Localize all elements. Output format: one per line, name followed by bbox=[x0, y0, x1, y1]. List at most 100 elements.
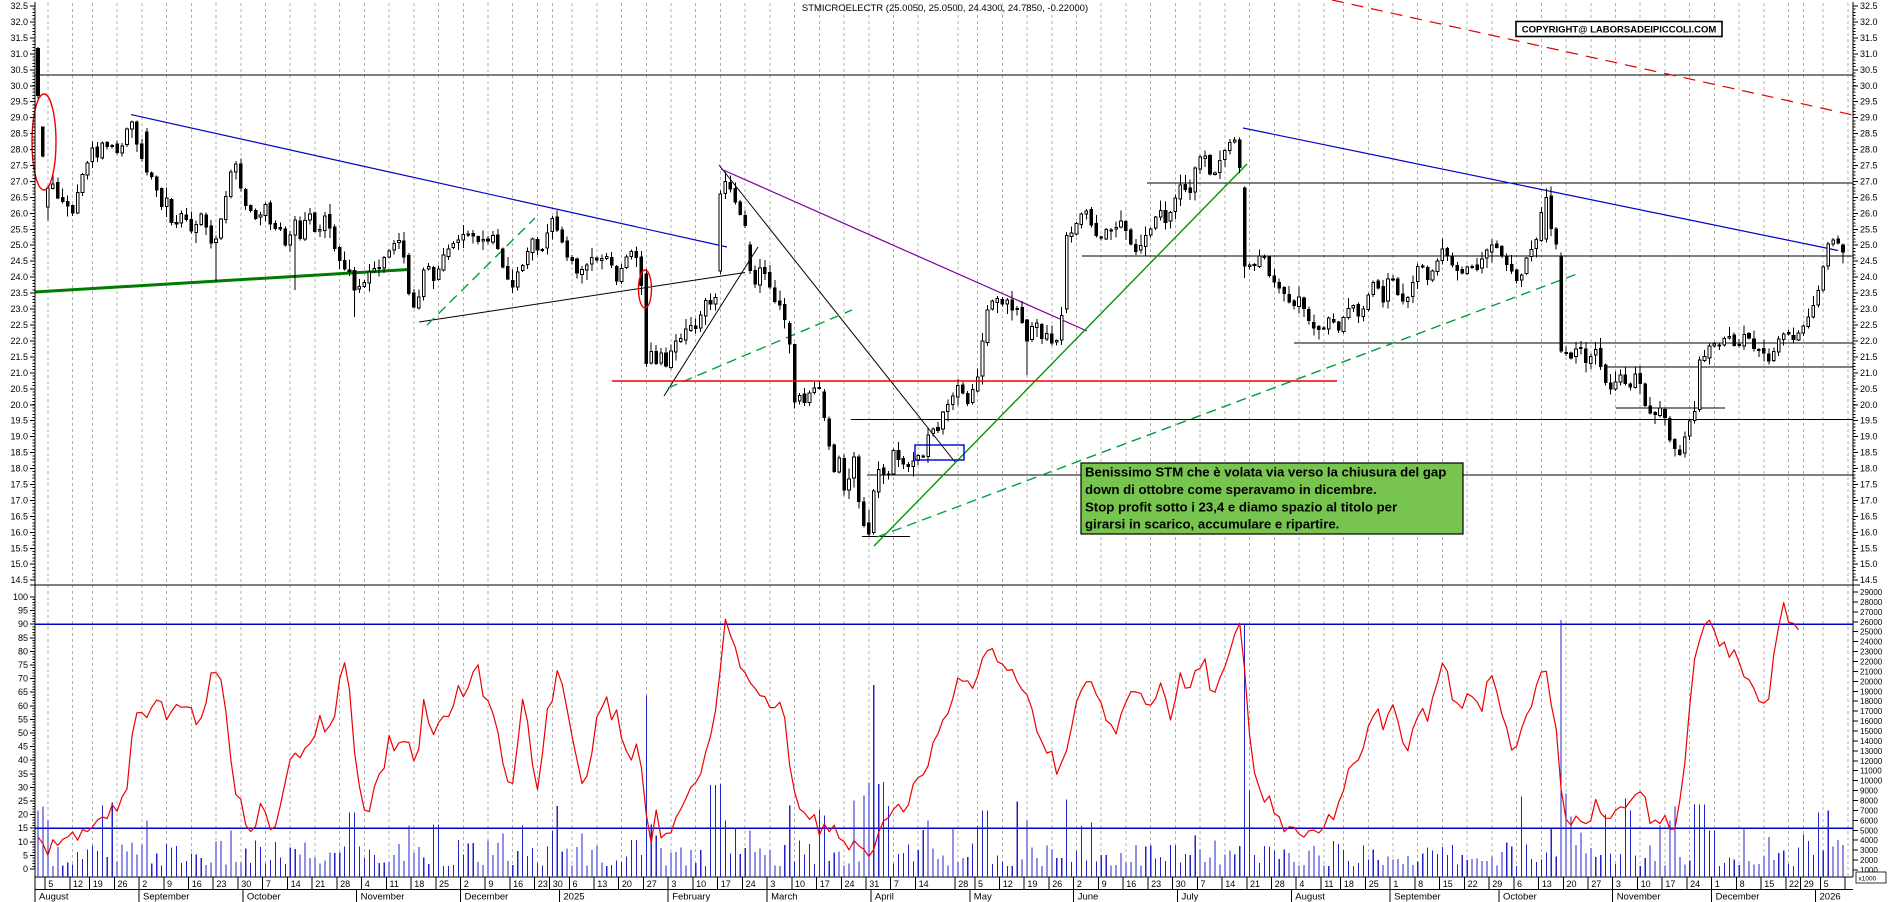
svg-text:24: 24 bbox=[1690, 879, 1700, 889]
svg-text:30.0: 30.0 bbox=[10, 81, 28, 91]
svg-text:75: 75 bbox=[18, 660, 28, 670]
svg-text:0: 0 bbox=[23, 864, 28, 874]
svg-text:27.0: 27.0 bbox=[10, 176, 28, 186]
svg-text:85: 85 bbox=[18, 633, 28, 643]
svg-text:19.0: 19.0 bbox=[10, 432, 28, 442]
svg-text:24.5: 24.5 bbox=[10, 256, 28, 266]
svg-text:16.0: 16.0 bbox=[10, 527, 28, 537]
svg-text:22: 22 bbox=[1468, 879, 1478, 889]
svg-text:16.5: 16.5 bbox=[1860, 511, 1878, 521]
svg-text:23.0: 23.0 bbox=[10, 304, 28, 314]
svg-text:31: 31 bbox=[869, 879, 879, 889]
svg-text:November: November bbox=[361, 892, 405, 902]
svg-text:30: 30 bbox=[241, 879, 251, 889]
svg-text:20000: 20000 bbox=[1860, 677, 1883, 686]
svg-text:December: December bbox=[465, 892, 509, 902]
svg-text:24.5: 24.5 bbox=[1860, 256, 1878, 266]
svg-text:23000: 23000 bbox=[1860, 648, 1883, 657]
svg-text:26.0: 26.0 bbox=[10, 208, 28, 218]
svg-text:24.0: 24.0 bbox=[10, 272, 28, 282]
svg-text:June: June bbox=[1078, 892, 1099, 902]
svg-text:21.5: 21.5 bbox=[1860, 352, 1878, 362]
svg-text:28: 28 bbox=[340, 879, 350, 889]
svg-text:18: 18 bbox=[414, 879, 424, 889]
svg-text:30: 30 bbox=[18, 782, 28, 792]
svg-text:October: October bbox=[1503, 892, 1537, 902]
svg-text:18000: 18000 bbox=[1860, 697, 1883, 706]
svg-text:26: 26 bbox=[118, 879, 128, 889]
svg-text:15.0: 15.0 bbox=[10, 559, 28, 569]
svg-text:7: 7 bbox=[894, 879, 899, 889]
svg-text:STMICROELECTR (25.0050, 25.050: STMICROELECTR (25.0050, 25.0500, 24.4300… bbox=[802, 3, 1088, 14]
svg-text:30.0: 30.0 bbox=[1860, 81, 1878, 91]
svg-text:30: 30 bbox=[1176, 879, 1186, 889]
svg-text:24.0: 24.0 bbox=[1860, 272, 1878, 282]
svg-text:August: August bbox=[1295, 892, 1325, 902]
svg-text:September: September bbox=[143, 892, 189, 902]
svg-text:15.5: 15.5 bbox=[10, 543, 28, 553]
svg-text:32.0: 32.0 bbox=[1860, 17, 1878, 27]
svg-text:5: 5 bbox=[23, 850, 28, 860]
svg-text:2: 2 bbox=[142, 879, 147, 889]
svg-text:2000: 2000 bbox=[1860, 856, 1878, 865]
svg-text:24000: 24000 bbox=[1860, 638, 1883, 647]
svg-text:3: 3 bbox=[1616, 879, 1621, 889]
svg-text:30.5: 30.5 bbox=[10, 65, 28, 75]
svg-text:70: 70 bbox=[18, 674, 28, 684]
svg-text:September: September bbox=[1394, 892, 1440, 902]
svg-text:11: 11 bbox=[390, 879, 399, 889]
svg-text:9: 9 bbox=[167, 879, 172, 889]
svg-text:25.5: 25.5 bbox=[10, 224, 28, 234]
svg-text:7000: 7000 bbox=[1860, 806, 1878, 815]
svg-text:8000: 8000 bbox=[1860, 797, 1878, 806]
svg-text:25: 25 bbox=[1369, 879, 1379, 889]
svg-text:29: 29 bbox=[1804, 879, 1814, 889]
svg-text:10: 10 bbox=[795, 879, 805, 889]
svg-text:20: 20 bbox=[622, 879, 632, 889]
svg-text:26.5: 26.5 bbox=[1860, 192, 1878, 202]
svg-text:11000: 11000 bbox=[1860, 767, 1882, 776]
svg-text:4: 4 bbox=[1299, 879, 1304, 889]
svg-text:20.5: 20.5 bbox=[10, 384, 28, 394]
svg-text:10: 10 bbox=[18, 837, 28, 847]
svg-text:15: 15 bbox=[1443, 879, 1453, 889]
svg-text:21.0: 21.0 bbox=[10, 368, 28, 378]
svg-text:29000: 29000 bbox=[1860, 588, 1883, 597]
svg-text:1000: 1000 bbox=[1860, 866, 1878, 875]
svg-text:32.0: 32.0 bbox=[10, 17, 28, 27]
svg-text:March: March bbox=[771, 892, 797, 902]
svg-text:31.5: 31.5 bbox=[1860, 33, 1878, 43]
svg-text:23: 23 bbox=[1151, 879, 1161, 889]
svg-text:22: 22 bbox=[1789, 879, 1799, 889]
svg-text:13000: 13000 bbox=[1860, 747, 1883, 756]
svg-text:15000: 15000 bbox=[1860, 727, 1883, 736]
svg-text:18.5: 18.5 bbox=[1860, 448, 1878, 458]
svg-text:27: 27 bbox=[647, 879, 657, 889]
svg-text:26.0: 26.0 bbox=[1860, 208, 1878, 218]
svg-text:10: 10 bbox=[1641, 879, 1651, 889]
svg-text:August: August bbox=[39, 892, 69, 902]
svg-text:9: 9 bbox=[488, 879, 493, 889]
svg-text:16.0: 16.0 bbox=[1860, 527, 1878, 537]
svg-text:19.5: 19.5 bbox=[1860, 416, 1878, 426]
svg-text:2025: 2025 bbox=[563, 892, 584, 902]
svg-text:5000: 5000 bbox=[1860, 826, 1878, 835]
svg-text:girarsi in scarico, accumulare: girarsi in scarico, accumulare e riparti… bbox=[1085, 517, 1339, 532]
svg-text:19: 19 bbox=[93, 879, 103, 889]
svg-text:19: 19 bbox=[1027, 879, 1037, 889]
svg-text:5: 5 bbox=[48, 879, 53, 889]
svg-text:20: 20 bbox=[18, 810, 28, 820]
svg-text:6000: 6000 bbox=[1860, 816, 1878, 825]
svg-text:27.5: 27.5 bbox=[10, 161, 28, 171]
svg-text:12: 12 bbox=[73, 879, 83, 889]
svg-text:23.0: 23.0 bbox=[1860, 304, 1878, 314]
svg-text:17: 17 bbox=[1665, 879, 1675, 889]
svg-text:14: 14 bbox=[919, 879, 929, 889]
svg-text:31.5: 31.5 bbox=[10, 33, 28, 43]
svg-text:1: 1 bbox=[1393, 879, 1398, 889]
svg-text:25: 25 bbox=[439, 879, 449, 889]
svg-text:40: 40 bbox=[18, 755, 28, 765]
svg-text:24: 24 bbox=[746, 879, 756, 889]
svg-text:May: May bbox=[974, 892, 992, 902]
svg-text:9000: 9000 bbox=[1860, 787, 1878, 796]
